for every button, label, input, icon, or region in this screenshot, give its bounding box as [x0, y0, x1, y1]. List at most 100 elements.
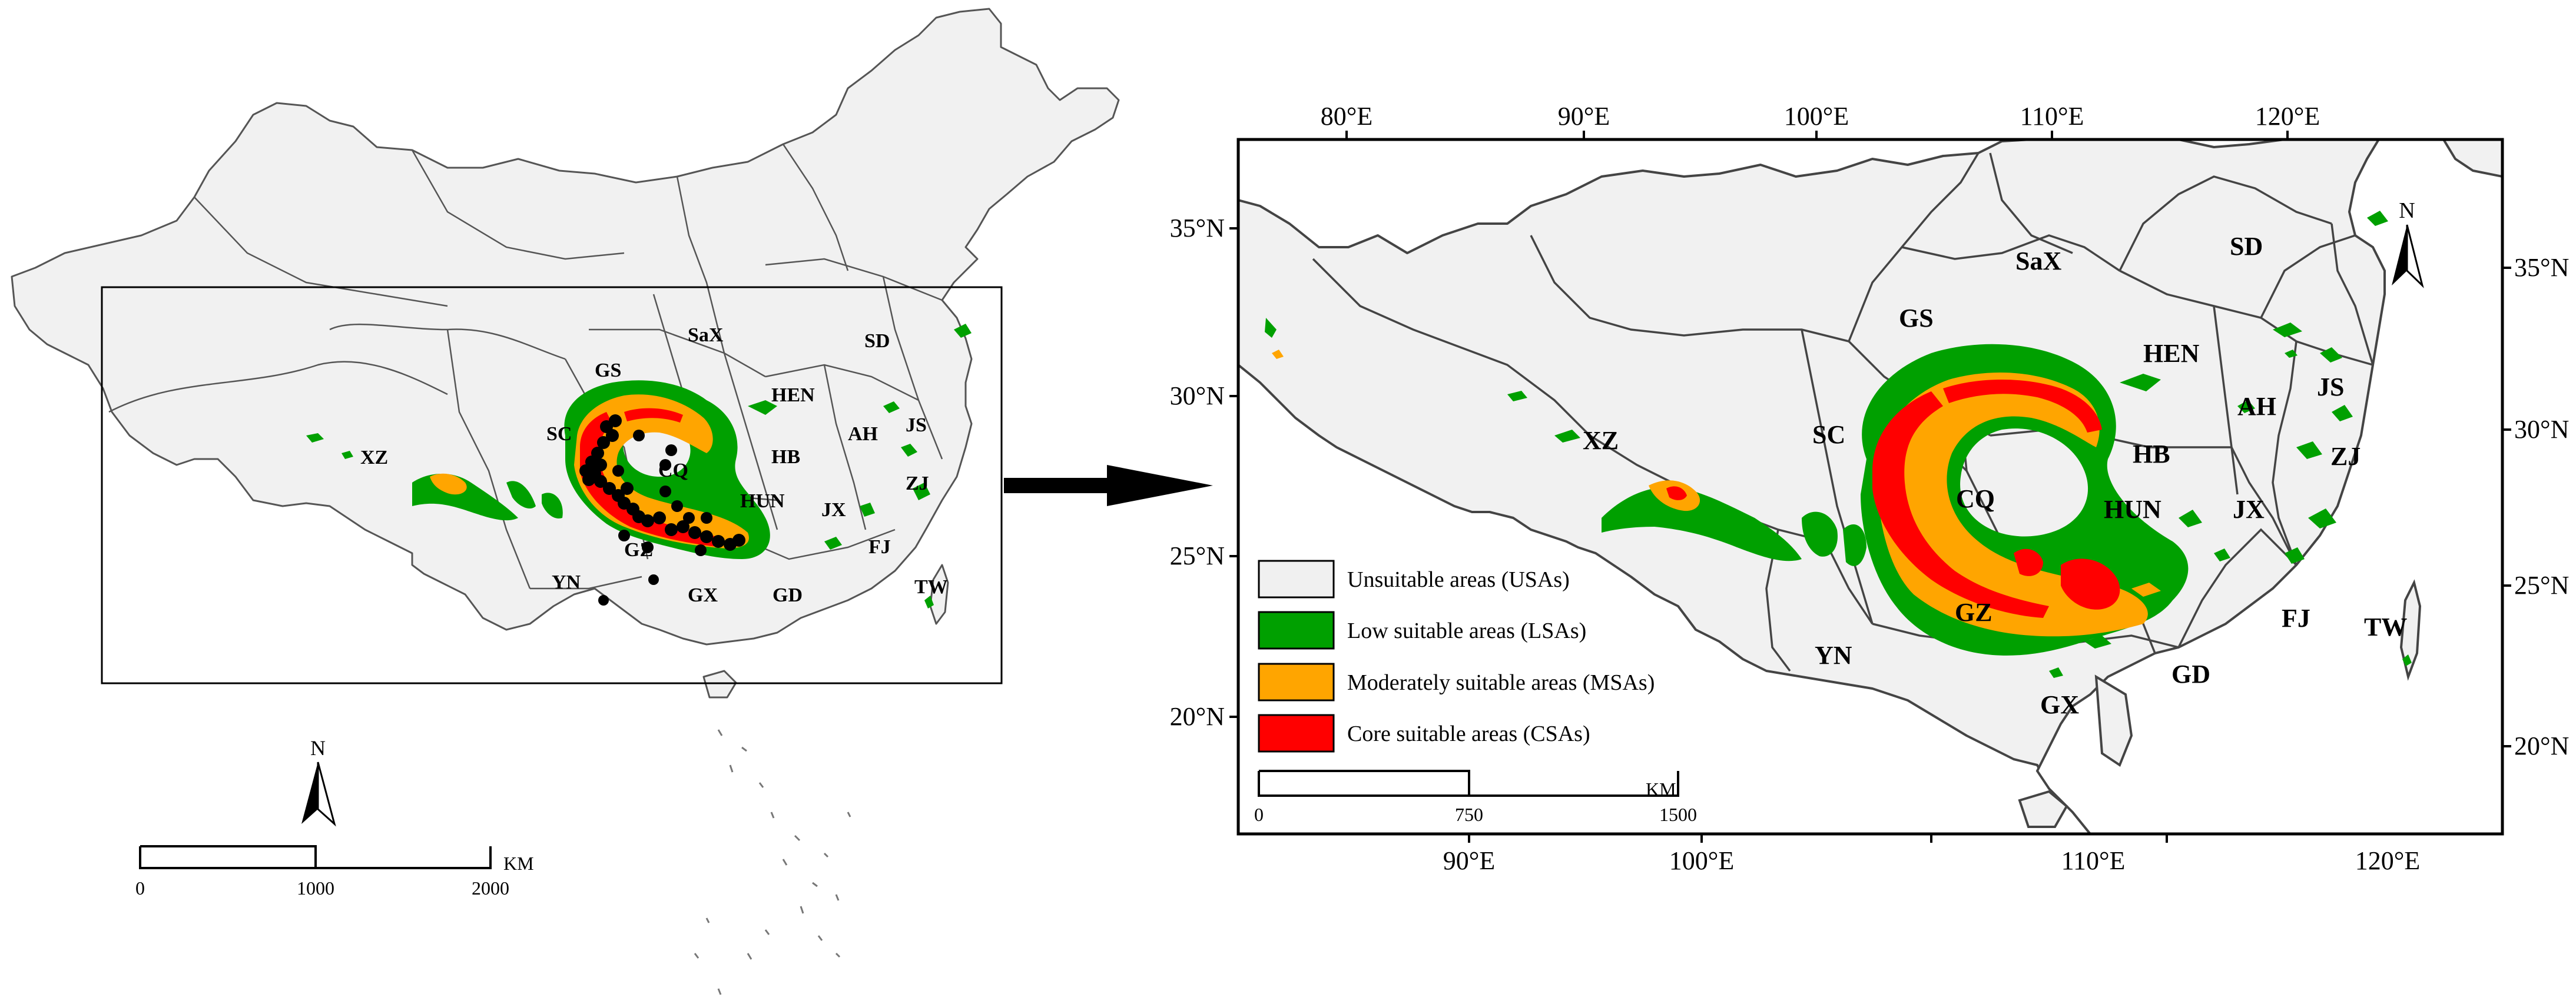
detail-label-jx: JX [2233, 495, 2265, 524]
legend-swatch-core [1258, 714, 1335, 753]
overview-label-yn: YN [552, 571, 581, 593]
detail-label-hun: HUN [2104, 495, 2161, 524]
detail-label-fj: FJ [2282, 604, 2310, 633]
detail-label-xz: XZ [1583, 426, 1619, 455]
right-tick-25n: 25°N [2514, 571, 2569, 600]
overview-scale-tick-1: 1000 [297, 877, 334, 899]
overview-scale-bar: 0 1000 2000 KM [135, 845, 534, 899]
left-tick-20n: 20°N [1170, 702, 1225, 731]
detail-core-suitable-area [1872, 391, 2049, 618]
detail-north-label: N [2399, 198, 2415, 223]
legend-label-unsuitable: Unsuitable areas (USAs) [1347, 567, 1570, 592]
top-tick-100e: 100°E [1784, 102, 1849, 131]
detail-frame-ticks [1229, 131, 2511, 843]
detail-label-cq: CQ [1956, 484, 1995, 513]
overview-label-gz: GZ [624, 539, 653, 561]
overview-label-sd: SD [864, 330, 890, 352]
bottom-tick-120e: 120°E [2355, 846, 2420, 875]
detail-scale-bar: 0 750 1500 KM [1254, 770, 1697, 825]
detail-legend: Unsuitable areas (USAs) Low suitable are… [1258, 560, 1655, 753]
detail-scale-unit: KM [1646, 779, 1676, 800]
detail-sea [2035, 139, 2502, 834]
overview-west-patches-moderate [430, 473, 467, 495]
overview-label-hen: HEN [771, 384, 815, 406]
overview-scale-tick-2: 2000 [472, 877, 509, 899]
detail-korea-coast [2442, 139, 2502, 178]
detail-scale-tick-1: 750 [1455, 804, 1483, 825]
overview-label-gd: GD [773, 584, 803, 606]
detail-scale-tick-0: 0 [1254, 804, 1264, 825]
right-tick-30n: 30°N [2514, 415, 2569, 444]
detail-map-frame [1236, 138, 2504, 836]
overview-label-gx: GX [688, 584, 718, 606]
overview-label-gs: GS [595, 360, 621, 381]
overview-label-js: JS [906, 414, 927, 436]
top-tick-90e: 90°E [1558, 102, 1610, 131]
detail-west-low-patches [1602, 487, 1866, 566]
top-tick-80e: 80°E [1321, 102, 1372, 131]
overview-south-sea-islands [694, 729, 851, 995]
detail-label-hb: HB [2133, 440, 2170, 468]
detail-top-tick-labels: 80°E 90°E 100°E 110°E 120°E [1321, 102, 2320, 131]
detail-label-zj: ZJ [2330, 442, 2360, 471]
overview-label-zj: ZJ [906, 473, 929, 494]
overview-label-tw: TW [914, 576, 948, 598]
left-tick-30n: 30°N [1170, 381, 1225, 410]
detail-west-core-patches [1666, 486, 1687, 500]
detail-core-suitable-north [1943, 380, 2102, 433]
legend-label-low: Low suitable areas (LSAs) [1347, 619, 1586, 643]
overview-map: XZ SC GS SaX SD HEN AH JS ZJ HB CQ HUN J… [11, 8, 1120, 995]
bottom-tick-110e: 110°E [2061, 846, 2126, 875]
detail-right-tick-labels: 35°N 30°N 25°N 20°N [2514, 253, 2569, 760]
detail-label-sc: SC [1812, 420, 1845, 449]
bottom-tick-100e: 100°E [1669, 846, 1734, 875]
overview-label-sax: SaX [688, 324, 724, 346]
bottom-tick-90e: 90°E [1443, 846, 1495, 875]
legend-label-moderate: Moderately suitable areas (MSAs) [1347, 670, 1655, 695]
left-tick-25n: 25°N [1170, 541, 1225, 570]
overview-extent-frame [101, 286, 1003, 684]
overview-label-cq: CQ [658, 460, 688, 481]
overview-core-suitable-area [580, 412, 724, 547]
overview-label-fj: FJ [868, 536, 891, 558]
detail-taiwan [2399, 579, 2422, 681]
overview-north-arrow: N [301, 736, 336, 827]
overview-label-hb: HB [771, 446, 800, 468]
legend-swatch-unsuitable [1258, 560, 1335, 599]
top-tick-110e: 110°E [2020, 102, 2084, 131]
legend-swatch-low [1258, 611, 1335, 650]
detail-province-labels: XZ SC GS SaX SD HEN AH JS ZJ HB CQ HUN J… [1583, 232, 2407, 719]
detail-scale-tick-2: 1500 [1659, 804, 1697, 825]
detail-label-ah: AH [2237, 392, 2276, 421]
overview-scale-unit: KM [503, 853, 534, 874]
overview-core-suitable-area-2 [624, 408, 683, 423]
detail-left-tick-labels: 35°N 30°N 25°N 20°N [1170, 214, 1225, 731]
detail-map: XZ SC GS SaX SD HEN AH JS ZJ HB CQ HUN J… [1170, 102, 2570, 875]
overview-label-hun: HUN [740, 490, 785, 512]
legend-label-core: Core suitable areas (CSAs) [1347, 722, 1590, 746]
detail-label-tw: TW [2364, 613, 2407, 641]
overview-label-ah: AH [848, 423, 878, 445]
detail-label-gd: GD [2171, 660, 2210, 689]
detail-label-sax: SaX [2015, 247, 2061, 275]
right-tick-20n: 20°N [2514, 732, 2569, 760]
detail-hainan [2018, 790, 2068, 828]
detail-bottom-tick-labels: 90°E 100°E 110°E 120°E [1443, 846, 2420, 875]
detail-leizhou [2094, 674, 2133, 767]
detail-suitability [1265, 211, 2412, 678]
legend-swatch-moderate [1258, 663, 1335, 702]
detail-core-suitable-southeast [2014, 548, 2120, 610]
zoom-arrow [1004, 465, 1213, 506]
detail-label-js: JS [2317, 373, 2344, 401]
detail-label-sd: SD [2230, 232, 2263, 261]
overview-occurrence-points [579, 414, 745, 606]
left-tick-35n: 35°N [1170, 214, 1225, 242]
overview-label-sc: SC [546, 423, 572, 445]
detail-label-gx: GX [2040, 690, 2079, 719]
detail-label-gz: GZ [1955, 598, 1992, 627]
detail-label-yn: YN [1815, 641, 1852, 670]
detail-label-gs: GS [1899, 304, 1934, 333]
overview-china-outline [11, 8, 1120, 646]
detail-label-hen: HEN [2143, 339, 2200, 368]
